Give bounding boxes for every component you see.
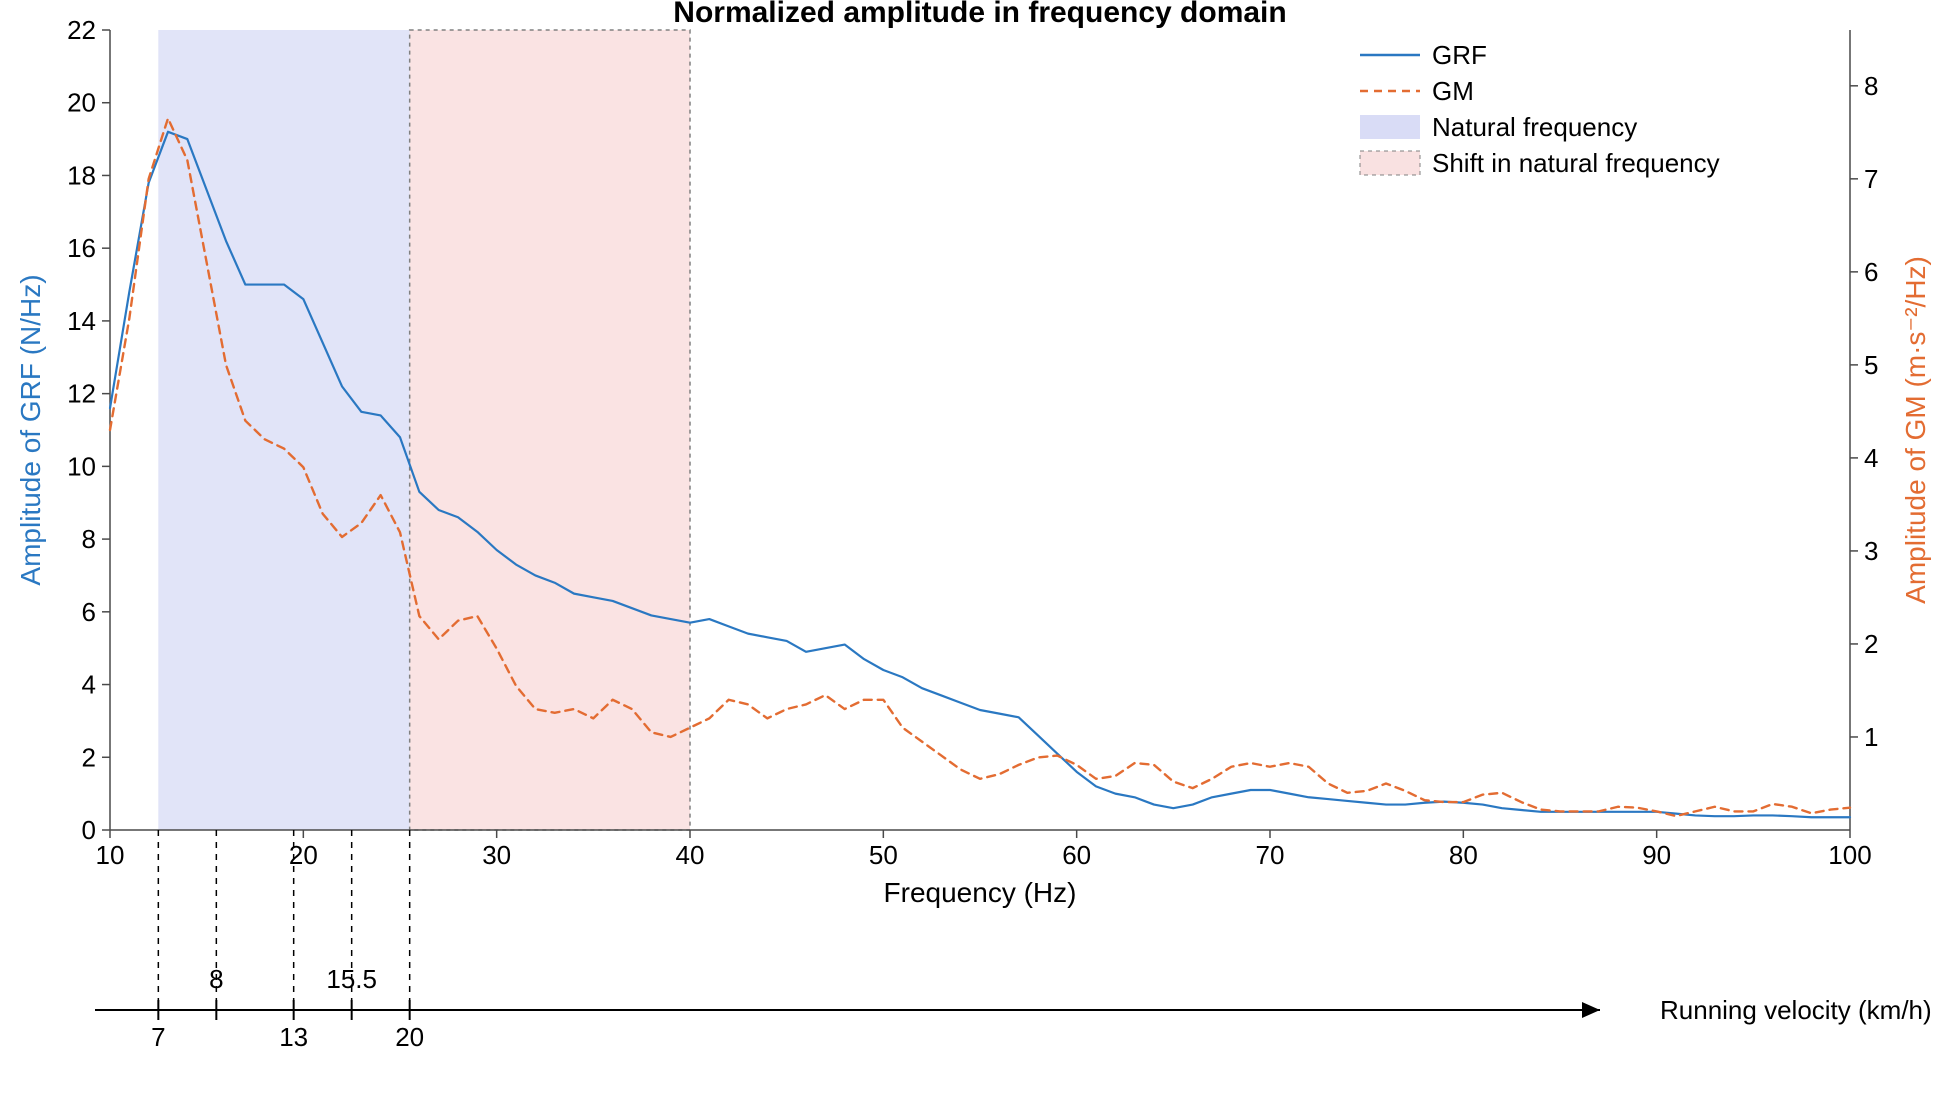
y-right-tick-label: 3	[1864, 536, 1878, 566]
y-right-tick-label: 2	[1864, 629, 1878, 659]
legend: GRF GM Natural frequency Shift in natural f…	[1360, 40, 1720, 178]
frequency-amplitude-chart: 10 20 30 40 50 60 70 80 90 100 Frequency (Hz) 0 2 4 6 8…	[0, 0, 1959, 1118]
y-left-tick-label: 22	[67, 15, 96, 45]
x-tick-label: 60	[1062, 840, 1091, 870]
y-left-tick-label: 20	[67, 88, 96, 118]
y-left-tick-label: 8	[82, 524, 96, 554]
y-left-tick-label: 0	[82, 815, 96, 845]
y-left-tick-label: 14	[67, 306, 96, 336]
chart-container: 10 20 30 40 50 60 70 80 90 100 Frequency (Hz) 0 2 4 6 8…	[0, 0, 1959, 1118]
y-left-tick-label: 2	[82, 742, 96, 772]
y-right-tick-label: 8	[1864, 71, 1878, 101]
y-left-axis-label: Amplitude of GRF (N/Hz)	[15, 274, 46, 585]
y-right-tick-label: 6	[1864, 257, 1878, 287]
legend-swatch-2	[1360, 115, 1420, 139]
velocity-marker-label-1: 8	[209, 964, 223, 994]
y-right-tick-label: 7	[1864, 164, 1878, 194]
velocity-marker-label-4: 20	[395, 1022, 424, 1052]
y-left-tick-label: 4	[82, 670, 96, 700]
x-axis-label: Frequency (Hz)	[884, 877, 1077, 908]
chart-title: Normalized amplitude in frequency domain	[673, 0, 1286, 29]
y-right-tick-label: 5	[1864, 350, 1878, 380]
y-left-tick-label: 6	[82, 597, 96, 627]
x-tick-label: 80	[1449, 840, 1478, 870]
x-tick-label: 40	[676, 840, 705, 870]
velocity-marker-label-0: 7	[151, 1022, 165, 1052]
legend-swatch-3	[1360, 151, 1420, 175]
legend-label-3: Shift in natural frequency	[1432, 148, 1720, 178]
x-tick-label: 70	[1256, 840, 1285, 870]
y-left-tick-label: 16	[67, 233, 96, 263]
legend-label-2: Natural frequency	[1432, 112, 1637, 142]
y-right-axis-label: Amplitude of GM (m·s⁻²/Hz)	[1900, 256, 1931, 604]
y-left-tick-label: 10	[67, 451, 96, 481]
velocity-marker-label-3: 15.5	[326, 964, 377, 994]
x-tick-label: 10	[96, 840, 125, 870]
x-tick-label: 50	[869, 840, 898, 870]
shaded-region-shift	[410, 30, 690, 830]
legend-label-1: GM	[1432, 76, 1474, 106]
velocity-axis-label: Running velocity (km/h)	[1660, 995, 1932, 1025]
x-tick-label: 100	[1828, 840, 1871, 870]
velocity-marker-label-2: 13	[279, 1022, 308, 1052]
x-tick-label: 30	[482, 840, 511, 870]
legend-label-0: GRF	[1432, 40, 1487, 70]
y-left-tick-label: 12	[67, 379, 96, 409]
y-right-tick-label: 4	[1864, 443, 1878, 473]
velocity-axis-arrowhead	[1582, 1002, 1600, 1018]
y-left-tick-label: 18	[67, 160, 96, 190]
shaded-region-natural	[158, 30, 409, 830]
x-tick-label: 90	[1642, 840, 1671, 870]
y-right-tick-label: 1	[1864, 722, 1878, 752]
